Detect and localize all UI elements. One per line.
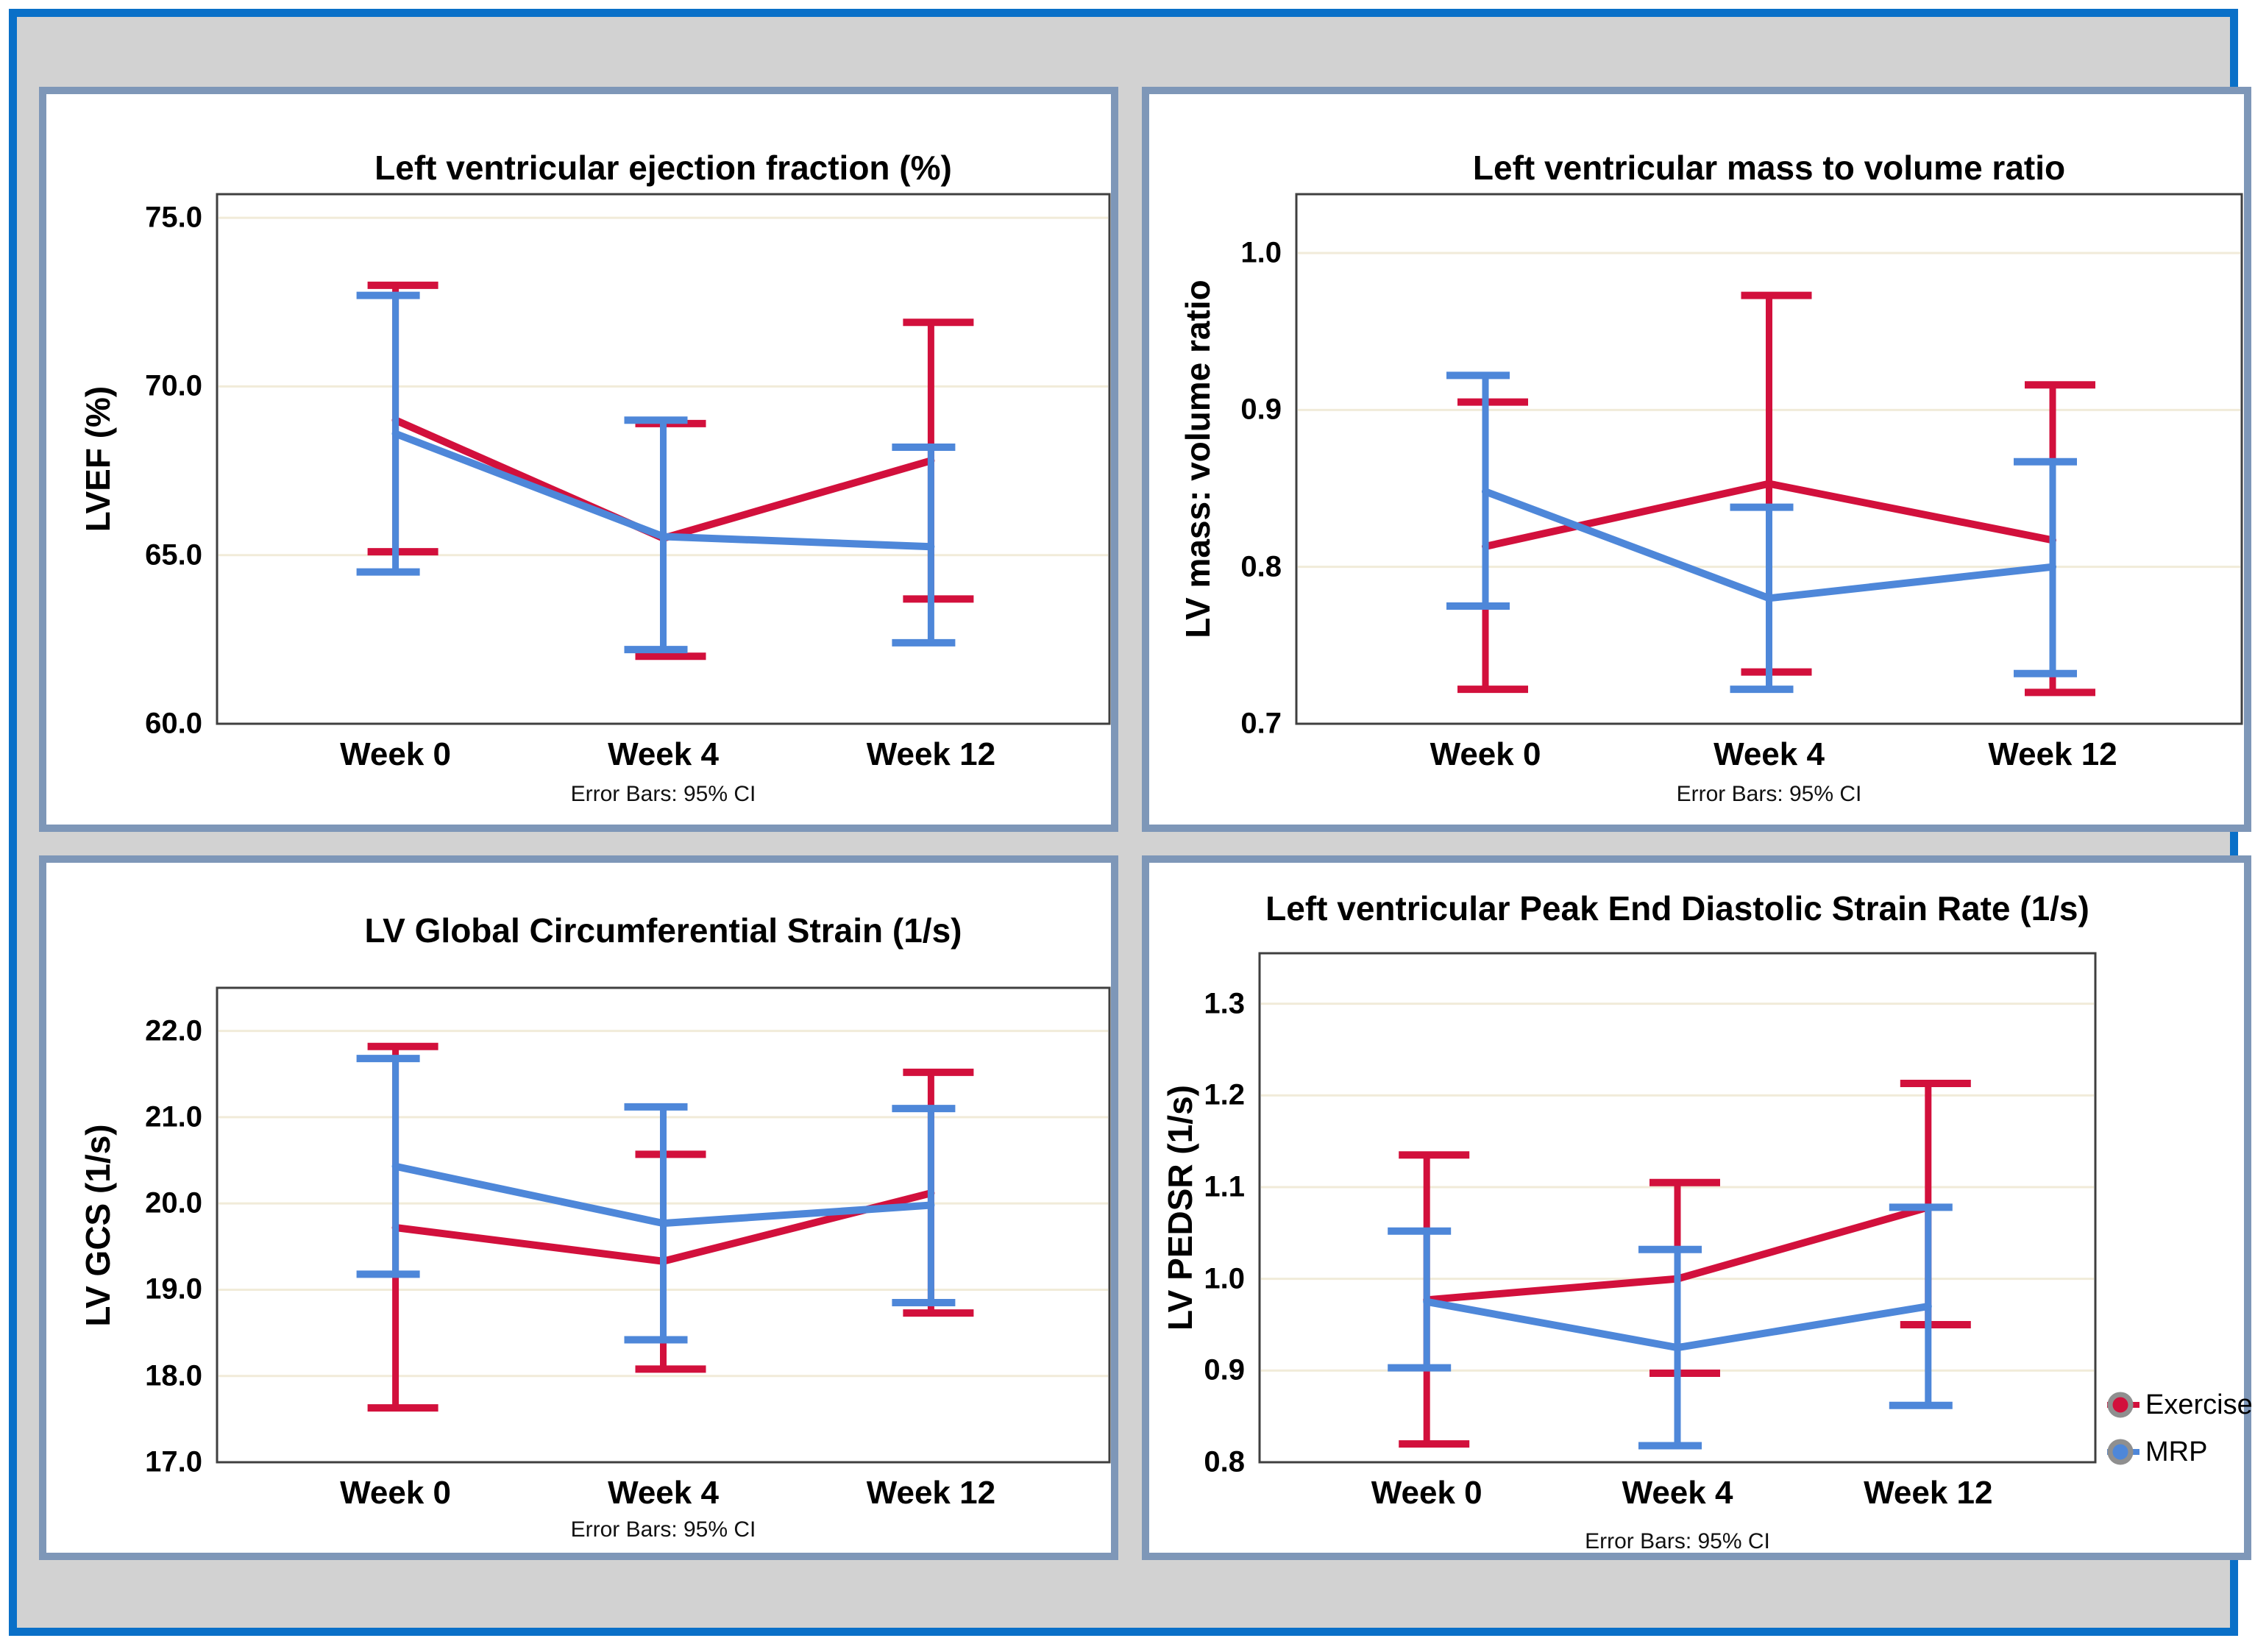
- lvef-y-axis-label: LVEF (%): [79, 385, 117, 533]
- panel-pedsr: Left ventricular Peak End Diastolic Stra…: [1142, 855, 2253, 1560]
- lvef-error-bars-caption: Error Bars: 95% CI: [570, 782, 756, 806]
- legend-label-mrp: MRP: [2145, 1436, 2208, 1467]
- figure-outer-border: Left ventricular ejection fraction (%) L…: [9, 9, 2253, 1636]
- series-legend: Exercise MRP: [2106, 1381, 2253, 1475]
- x-category-label: Week 0: [1430, 736, 1541, 772]
- x-category-label: Week 12: [866, 1475, 996, 1511]
- x-category-label: Week 12: [1988, 736, 2117, 772]
- y-tick-label: 1.3: [1204, 987, 1245, 1020]
- y-tick-label: 17.0: [145, 1445, 202, 1478]
- y-tick-label: 18.0: [145, 1359, 202, 1392]
- pedsr-y-axis-label: LV PEDSR (1/s): [1161, 1085, 1199, 1331]
- y-tick-label: 75.0: [145, 201, 202, 234]
- y-tick-label: 21.0: [145, 1100, 202, 1133]
- x-category-label: Week 4: [608, 736, 719, 772]
- gcs-chart-title: LV Global Circumferential Strain (1/s): [364, 911, 962, 950]
- y-tick-label: 0.9: [1240, 393, 1282, 426]
- x-category-label: Week 0: [340, 736, 452, 772]
- legend-item-exercise: Exercise: [2106, 1381, 2253, 1428]
- y-tick-label: 0.7: [1240, 707, 1282, 740]
- x-category-label: Week 0: [1371, 1475, 1482, 1511]
- y-tick-label: 0.9: [1204, 1353, 1245, 1386]
- x-category-label: Week 4: [1714, 736, 1825, 772]
- panel-lvef: Left ventricular ejection fraction (%) L…: [39, 87, 1118, 832]
- x-category-label: Week 4: [608, 1475, 719, 1511]
- mass-volume-plot-canvas: [1295, 193, 2243, 725]
- mrp-series-marker-icon: [2107, 1439, 2139, 1465]
- x-category-label: Week 4: [1622, 1475, 1733, 1511]
- y-tick-label: 19.0: [145, 1272, 202, 1306]
- y-tick-label: 1.2: [1204, 1078, 1245, 1111]
- y-tick-label: 65.0: [145, 538, 202, 572]
- y-tick-label: 1.0: [1204, 1262, 1245, 1295]
- y-tick-label: 22.0: [145, 1014, 202, 1047]
- gcs-error-bars-caption: Error Bars: 95% CI: [570, 1517, 756, 1542]
- gcs-plot-canvas: [216, 986, 1111, 1464]
- mass-volume-error-bars-caption: Error Bars: 95% CI: [1676, 782, 1862, 806]
- y-tick-label: 1.1: [1204, 1170, 1245, 1203]
- pedsr-plot-canvas: [1258, 952, 2097, 1464]
- legend-label-exercise: Exercise: [2145, 1389, 2253, 1420]
- lvef-plot-canvas: [216, 193, 1111, 725]
- x-category-label: Week 0: [340, 1475, 452, 1511]
- panel-gcs: LV Global Circumferential Strain (1/s) L…: [39, 855, 1118, 1560]
- gcs-y-axis-label: LV GCS (1/s): [79, 1123, 117, 1327]
- x-category-label: Week 12: [866, 736, 996, 772]
- x-category-label: Week 12: [1864, 1475, 1993, 1511]
- y-tick-label: 60.0: [145, 707, 202, 740]
- y-tick-label: 20.0: [145, 1186, 202, 1220]
- y-tick-label: 1.0: [1240, 236, 1282, 269]
- panel-mass-volume: Left ventricular mass to volume ratio LV…: [1142, 87, 2251, 832]
- lvef-chart-title: Left ventricular ejection fraction (%): [374, 149, 952, 187]
- mass-volume-chart-title: Left ventricular mass to volume ratio: [1472, 149, 2066, 187]
- mass-volume-y-axis-label: LV mass: volume ratio: [1179, 280, 1217, 638]
- y-tick-label: 0.8: [1240, 550, 1282, 583]
- pedsr-error-bars-caption: Error Bars: 95% CI: [1585, 1529, 1770, 1553]
- exercise-series-marker-icon: [2107, 1392, 2139, 1418]
- y-tick-label: 0.8: [1204, 1445, 1245, 1478]
- legend-item-mrp: MRP: [2106, 1428, 2253, 1475]
- y-tick-label: 70.0: [145, 369, 202, 402]
- pedsr-chart-title: Left ventricular Peak End Diastolic Stra…: [1265, 889, 2089, 928]
